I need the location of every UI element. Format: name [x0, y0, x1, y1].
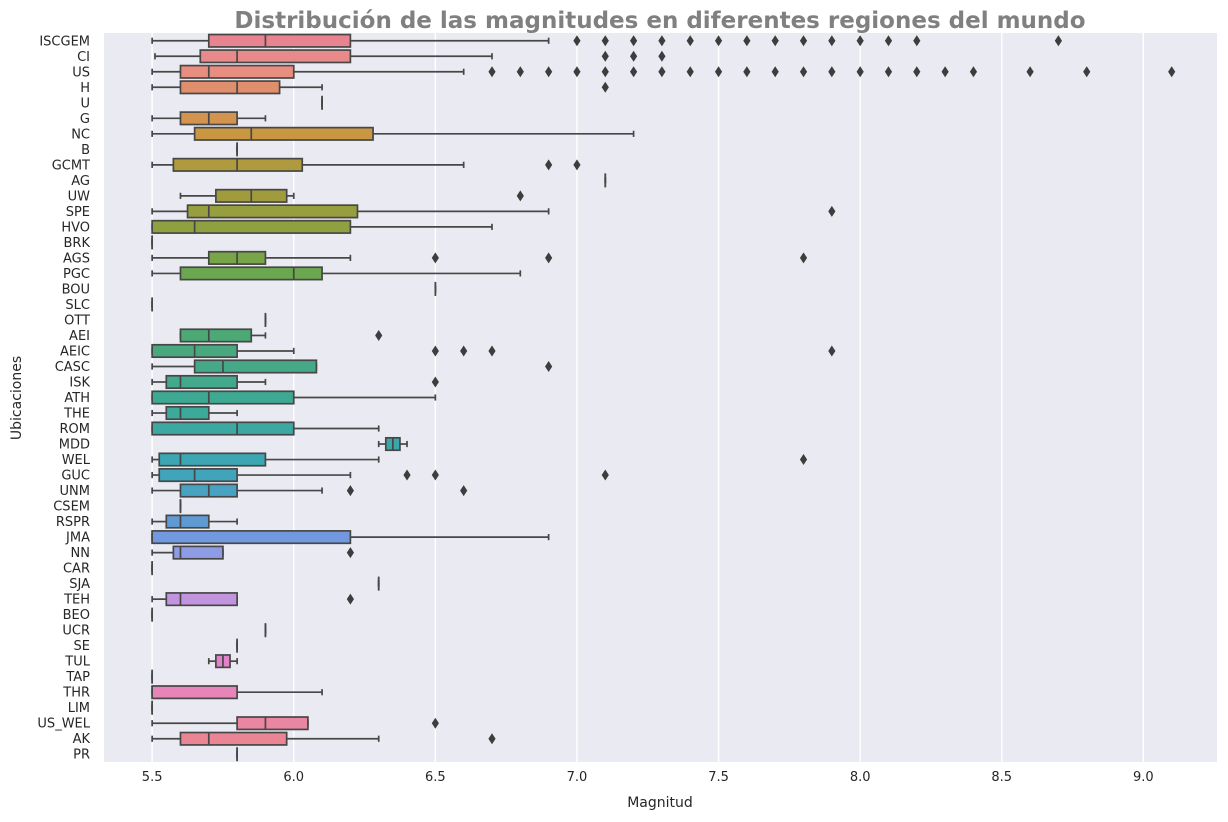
y-tick-label: TAP: [65, 670, 90, 685]
box-iqr: [180, 267, 322, 279]
y-tick-label: US: [72, 65, 90, 80]
y-tick-label: BEO: [63, 608, 90, 623]
x-tick-label: 7.0: [567, 770, 588, 785]
box-iqr: [180, 733, 286, 745]
y-tick-label: MDD: [59, 438, 90, 453]
box-iqr: [152, 531, 350, 543]
y-tick-label: U: [80, 96, 90, 111]
y-tick-label: NC: [71, 127, 90, 142]
y-tick-label: ISK: [69, 375, 90, 390]
y-tick-label: AEI: [69, 329, 90, 344]
x-tick-label: 8.5: [991, 770, 1012, 785]
box-iqr: [166, 376, 237, 388]
y-tick-label: CI: [77, 50, 90, 65]
box-iqr: [152, 221, 350, 233]
y-tick-label: ISCGEM: [39, 34, 90, 49]
box-iqr: [195, 128, 373, 140]
box-iqr: [166, 407, 208, 419]
y-tick-label: BRK: [64, 236, 91, 251]
y-tick-label: PR: [73, 748, 90, 763]
y-tick-label: G: [80, 112, 90, 127]
y-tick-label: OTT: [64, 313, 90, 328]
box-iqr: [180, 66, 293, 78]
y-tick-label: H: [80, 81, 90, 96]
y-tick-label: CAR: [63, 562, 90, 577]
y-tick-label: GUC: [61, 469, 90, 484]
y-tick-label: UW: [68, 189, 91, 204]
y-tick-label: UNM: [60, 484, 90, 499]
box-iqr: [188, 205, 358, 217]
y-tick-label: TEH: [63, 593, 90, 608]
y-tick-label: AGS: [63, 251, 90, 266]
box-iqr: [166, 593, 237, 605]
y-tick-label: CASC: [55, 360, 90, 375]
y-tick-label: RSPR: [56, 515, 90, 530]
y-tick-label: SLC: [65, 298, 90, 313]
x-tick-label: 8.0: [850, 770, 871, 785]
y-tick-label: B: [81, 143, 90, 158]
y-tick-label: THE: [63, 407, 90, 422]
y-tick-label: CSEM: [53, 500, 90, 515]
y-tick-label: PGC: [63, 267, 90, 282]
box-iqr: [152, 422, 294, 434]
box-iqr: [209, 35, 351, 47]
x-tick-label: 6.0: [283, 770, 304, 785]
box-iqr: [166, 515, 208, 527]
y-tick-label: SJA: [69, 577, 90, 592]
y-tick-label: SPE: [66, 205, 90, 220]
y-tick-label: UCR: [62, 624, 90, 639]
box-iqr: [180, 329, 251, 341]
y-tick-label: GCMT: [52, 158, 90, 173]
y-tick-label: TUL: [64, 655, 90, 670]
y-tick-label: ROM: [60, 422, 90, 437]
x-tick-label: 9.0: [1133, 770, 1154, 785]
y-tick-label: LIM: [68, 701, 90, 716]
box-iqr: [195, 360, 317, 372]
x-axis-label: Magnitud: [627, 795, 693, 811]
y-tick-label: JMA: [65, 531, 90, 546]
y-tick-label: BOU: [62, 282, 90, 297]
chart-title: Distribución de las magnitudes en difere…: [234, 8, 1085, 34]
box-iqr: [152, 391, 294, 403]
y-axis-label: Ubicaciones: [9, 356, 25, 440]
y-tick-label: THR: [62, 686, 90, 701]
box-iqr: [180, 81, 279, 93]
box-iqr: [200, 50, 350, 62]
y-tick-label: AEIC: [60, 344, 90, 359]
y-tick-label: AK: [73, 732, 91, 747]
y-tick-label: ATH: [64, 391, 90, 406]
y-tick-label: NN: [71, 546, 90, 561]
box-iqr: [152, 686, 237, 698]
box-iqr: [159, 469, 237, 481]
y-tick-label: HVO: [61, 220, 90, 235]
y-tick-label: AG: [71, 174, 90, 189]
x-tick-label: 6.5: [425, 770, 446, 785]
y-tick-label: SE: [74, 639, 90, 654]
x-tick-labels: 5.5 6.0 6.5 7.0 7.5 8.0 8.5 9.0: [142, 770, 1154, 785]
box-iqr: [237, 717, 308, 729]
x-tick-label: 5.5: [142, 770, 163, 785]
y-tick-label: WEL: [62, 453, 91, 468]
y-tick-labels: ISCGEMCIUSHUGNCBGCMTAGUWSPEHVOBRKAGSPGCB…: [37, 34, 90, 762]
y-tick-label: US_WEL: [37, 717, 90, 732]
x-tick-label: 7.5: [708, 770, 729, 785]
box-iqr: [159, 453, 265, 465]
